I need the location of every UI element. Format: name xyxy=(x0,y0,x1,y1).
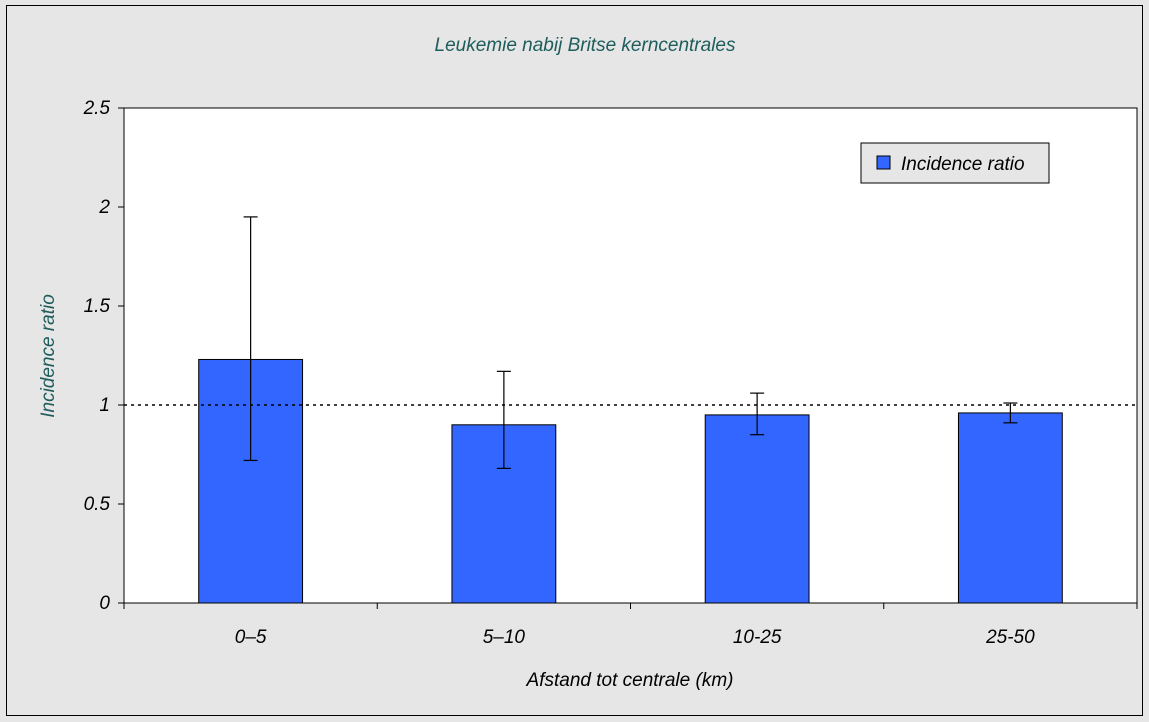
y-tick-label: 1.5 xyxy=(84,296,111,317)
x-tick-label: 25-50 xyxy=(985,627,1035,648)
x-tick-label: 10-25 xyxy=(733,627,782,648)
chart-frame: Leukemie nabij Britse kerncentrales 0 0.5… xyxy=(6,5,1143,716)
error-bar xyxy=(496,370,511,469)
error-bar xyxy=(1003,402,1018,424)
y-axis: 0 0.5 1 1.5 2 2.5 xyxy=(83,98,124,614)
x-tick-label: 5–10 xyxy=(483,627,526,648)
legend-label: Incidence ratio xyxy=(901,154,1025,175)
chart-title: Leukemie nabij Britse kerncentrales xyxy=(435,35,736,56)
error-bar xyxy=(243,216,258,462)
chart-svg: Leukemie nabij Britse kerncentrales 0 0.5… xyxy=(38,35,1138,691)
y-tick-label: 0.5 xyxy=(84,494,111,515)
y-axis-title: Incidence ratio xyxy=(38,294,59,418)
y-tick-label: 2 xyxy=(98,197,110,218)
x-tick-label: 0–5 xyxy=(235,627,267,648)
x-axis-title: Afstand tot centrale (km) xyxy=(526,670,734,691)
legend-swatch xyxy=(876,155,891,170)
x-axis: 0–5 5–10 10-25 25-50 xyxy=(123,603,1138,648)
legend-box xyxy=(860,142,1050,184)
bar xyxy=(957,412,1063,604)
bar xyxy=(704,414,810,604)
y-tick-label: 0 xyxy=(99,593,110,614)
error-bars xyxy=(243,216,1018,469)
y-tick-label: 1 xyxy=(99,395,110,416)
error-bar xyxy=(750,392,765,436)
y-tick-label: 2.5 xyxy=(83,98,111,119)
legend: Incidence ratio xyxy=(860,142,1050,184)
